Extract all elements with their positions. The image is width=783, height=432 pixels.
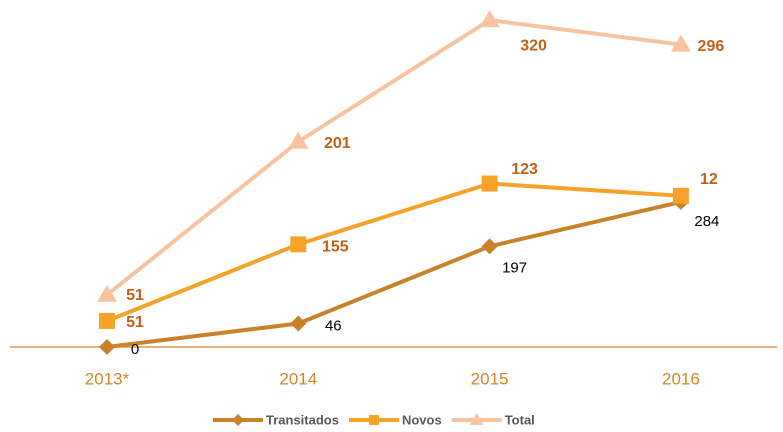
x-tick-label: 2013* — [85, 369, 130, 388]
marker — [670, 34, 691, 52]
data-label: 0 — [131, 341, 139, 358]
series-line — [106, 199, 682, 349]
legend-item: Total — [451, 412, 535, 427]
series-line — [106, 181, 682, 323]
legend-label: Total — [505, 412, 535, 427]
legend-label: Transitados — [266, 412, 339, 427]
legend-marker — [469, 413, 484, 425]
marker — [290, 236, 307, 253]
data-label: 201 — [324, 135, 351, 152]
marker — [99, 339, 115, 355]
data-label: 320 — [520, 37, 547, 54]
data-label: 51 — [126, 314, 144, 331]
marker — [99, 312, 115, 329]
x-tick-label: 2015 — [471, 369, 509, 388]
legend-marker — [368, 415, 379, 425]
legend-label: Novos — [402, 412, 442, 427]
legend-item: Novos — [348, 412, 442, 427]
data-label: 46 — [325, 317, 342, 334]
marker — [479, 10, 500, 28]
data-label: 284 — [694, 213, 719, 230]
data-label: 155 — [322, 239, 349, 256]
x-tick-label: 2016 — [662, 369, 700, 388]
data-label: 296 — [698, 38, 725, 55]
marker — [481, 175, 498, 192]
series-line — [105, 18, 682, 297]
marker — [97, 284, 117, 302]
legend-item: Transitados — [213, 412, 339, 427]
data-label: 197 — [502, 259, 527, 276]
data-label: 123 — [511, 161, 538, 178]
data-label: 12 — [700, 171, 718, 188]
x-tick-label: 2014 — [279, 369, 317, 388]
marker — [672, 187, 689, 204]
data-label: 51 — [126, 287, 144, 304]
marker — [288, 131, 309, 149]
marker — [481, 238, 498, 255]
legend-marker — [232, 414, 244, 426]
marker — [290, 315, 307, 332]
